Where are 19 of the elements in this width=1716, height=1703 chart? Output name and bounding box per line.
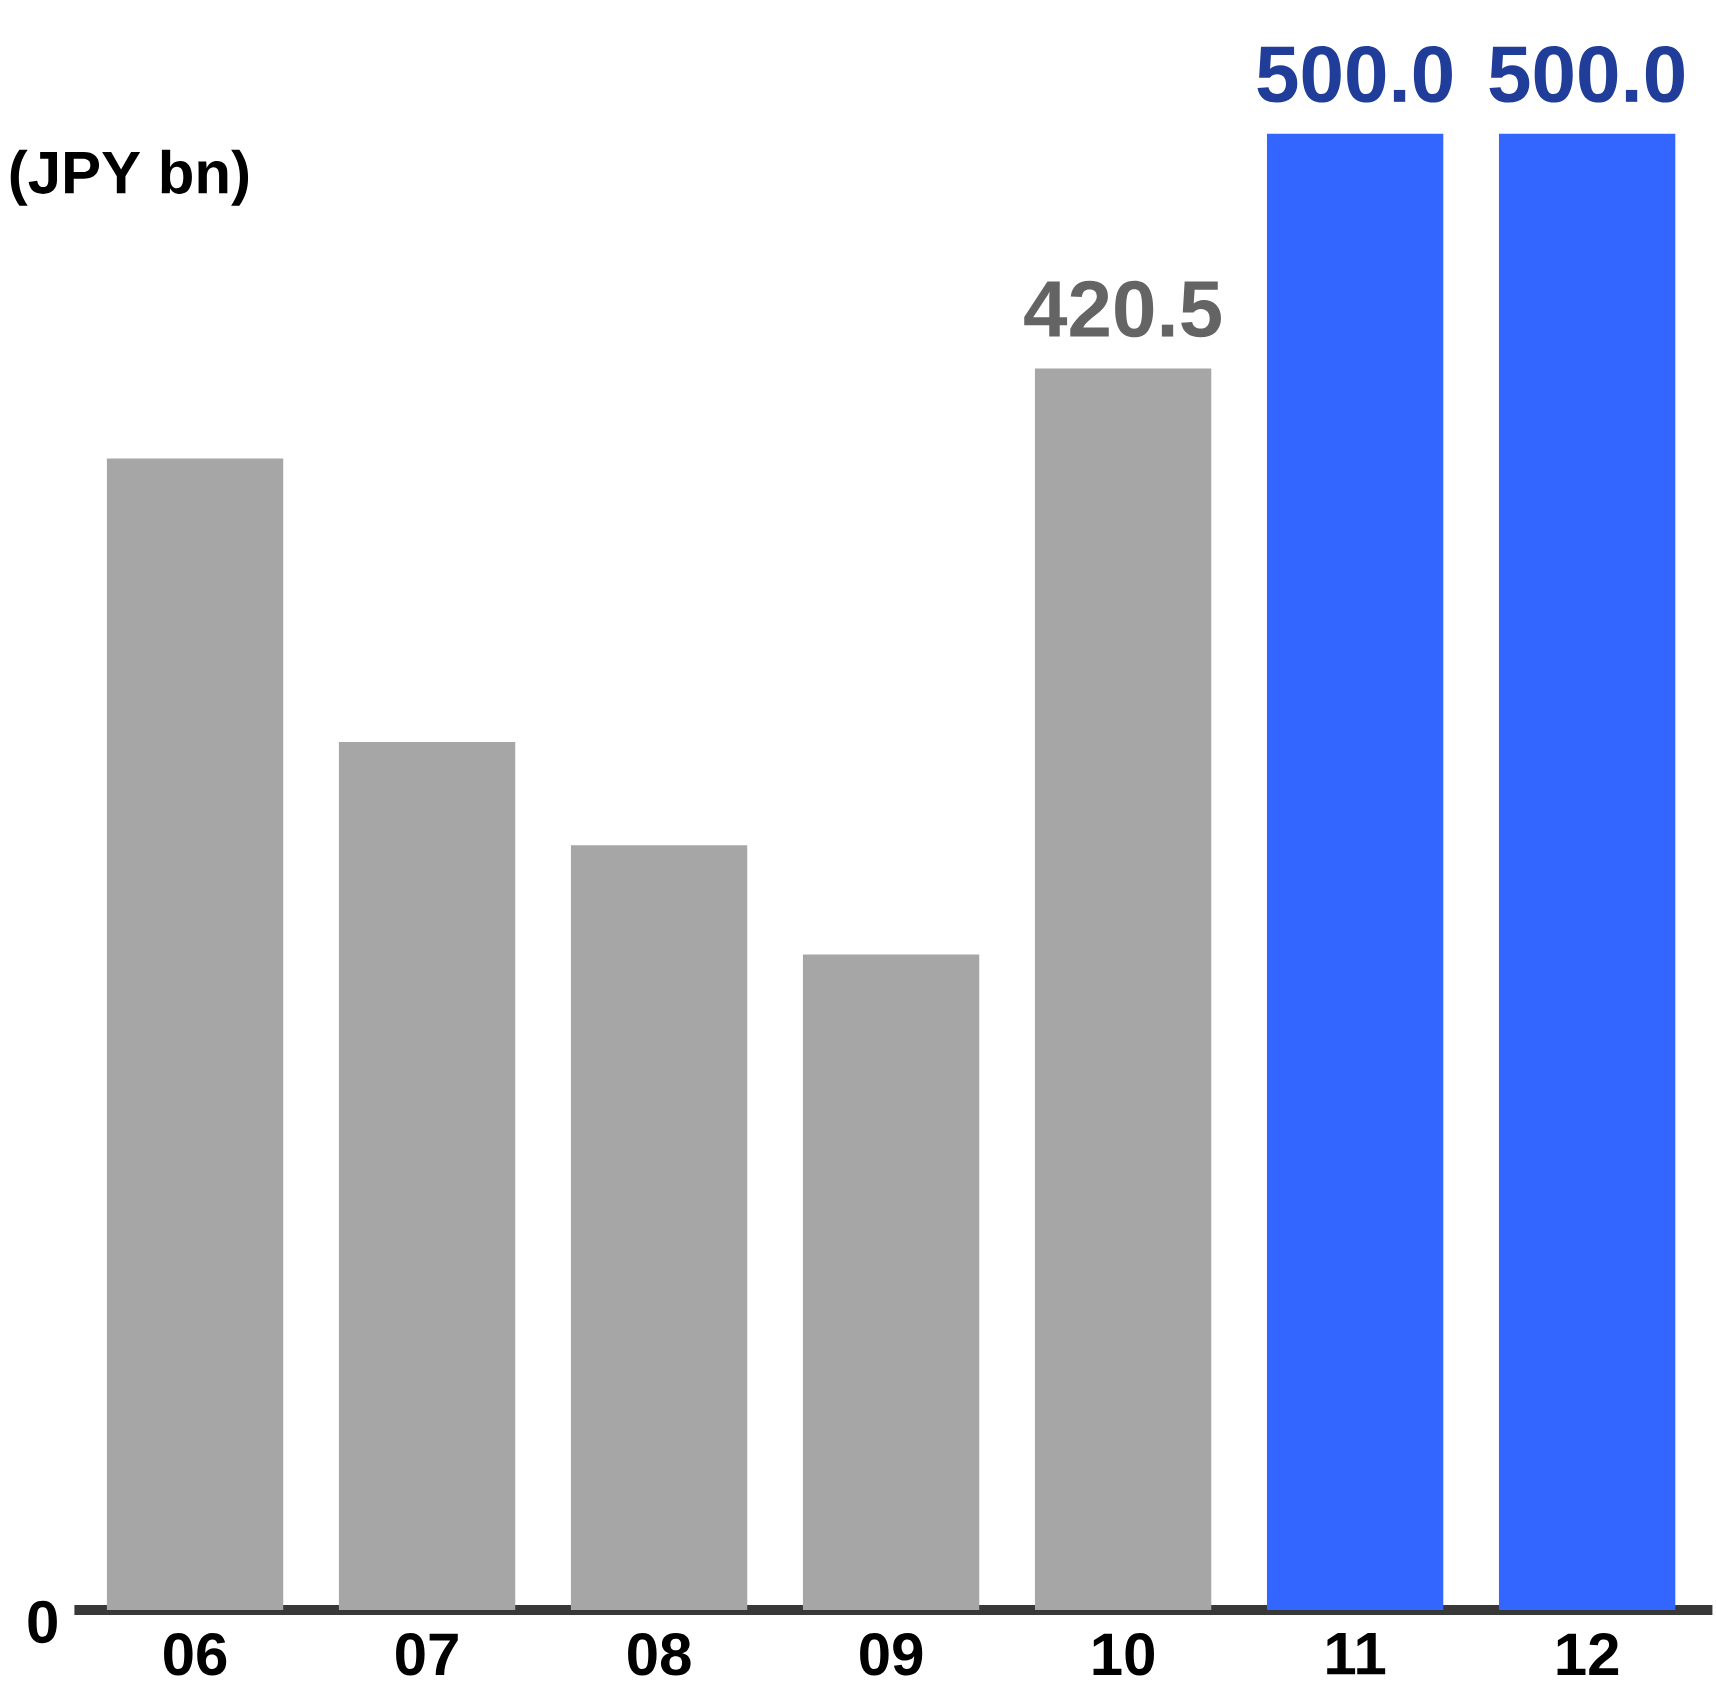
x-tick-label: 10 [1093,1633,1155,1676]
data-label: 500.0 [1489,45,1684,103]
x-tick-label: 06 [164,1633,227,1676]
bar [802,954,980,1610]
data-label: 420.5 [1024,280,1221,338]
y-axis-title: (JPY bn) [10,149,249,206]
x-tick-label: 09 [860,1633,923,1676]
bar [570,845,748,1610]
x-tick-label: 07 [396,1633,458,1676]
x-tick-label: 11 [1327,1633,1386,1675]
bar [1498,133,1676,1610]
x-tick-label: 08 [628,1633,691,1676]
data-label: 500.0 [1257,45,1452,103]
x-tick-label: 12 [1557,1633,1619,1675]
bar [1266,133,1444,1610]
bar [338,741,516,1610]
text: 0 [28,1600,57,1644]
bar [1034,368,1212,1610]
bar [106,458,284,1610]
